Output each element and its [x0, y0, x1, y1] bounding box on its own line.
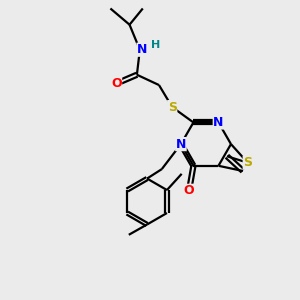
Text: O: O [184, 184, 194, 197]
Text: S: S [168, 100, 177, 114]
Text: S: S [243, 156, 252, 169]
Text: O: O [111, 77, 122, 90]
Text: N: N [213, 116, 224, 129]
Text: N: N [176, 138, 186, 151]
Text: N: N [137, 43, 147, 56]
Text: H: H [152, 40, 161, 50]
